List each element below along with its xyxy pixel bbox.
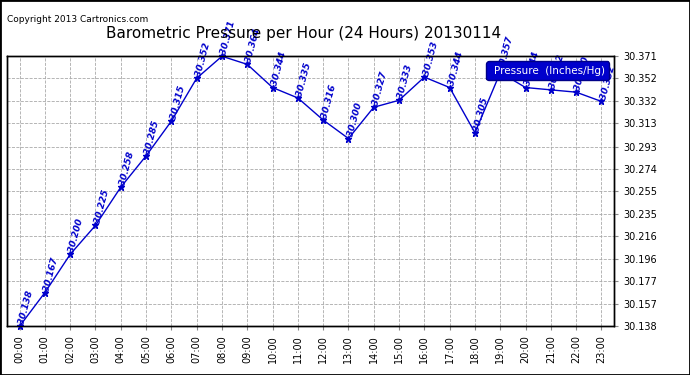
- Text: 30.315: 30.315: [169, 85, 186, 121]
- Text: 30.344: 30.344: [447, 51, 465, 87]
- Text: Copyright 2013 Cartronics.com: Copyright 2013 Cartronics.com: [7, 15, 148, 24]
- Text: 30.300: 30.300: [346, 102, 364, 138]
- Text: 30.357: 30.357: [497, 36, 515, 72]
- Text: 30.225: 30.225: [93, 189, 110, 225]
- Text: 30.285: 30.285: [144, 120, 161, 155]
- Text: 30.364: 30.364: [245, 28, 262, 64]
- Text: 30.167: 30.167: [42, 256, 60, 292]
- Text: 30.342: 30.342: [549, 54, 566, 89]
- Text: 30.344: 30.344: [523, 51, 541, 87]
- Text: 30.200: 30.200: [68, 218, 86, 254]
- Text: 30.305: 30.305: [473, 96, 490, 132]
- Text: 30.371: 30.371: [219, 20, 237, 56]
- Text: 30.335: 30.335: [295, 62, 313, 98]
- Text: 30.353: 30.353: [422, 41, 440, 76]
- Text: 30.340: 30.340: [573, 56, 591, 92]
- Text: Barometric Pressure per Hour (24 Hours) 20130114: Barometric Pressure per Hour (24 Hours) …: [106, 26, 501, 41]
- Text: 30.344: 30.344: [270, 51, 288, 87]
- Text: 30.316: 30.316: [321, 84, 338, 119]
- Text: 30.258: 30.258: [118, 151, 136, 187]
- Legend: Pressure  (Inches/Hg): Pressure (Inches/Hg): [486, 62, 609, 80]
- Text: 30.333: 30.333: [397, 64, 414, 100]
- Text: 30.332: 30.332: [599, 65, 617, 101]
- Text: 30.138: 30.138: [17, 290, 34, 326]
- Text: 30.352: 30.352: [194, 42, 212, 78]
- Text: 30.327: 30.327: [371, 71, 389, 106]
